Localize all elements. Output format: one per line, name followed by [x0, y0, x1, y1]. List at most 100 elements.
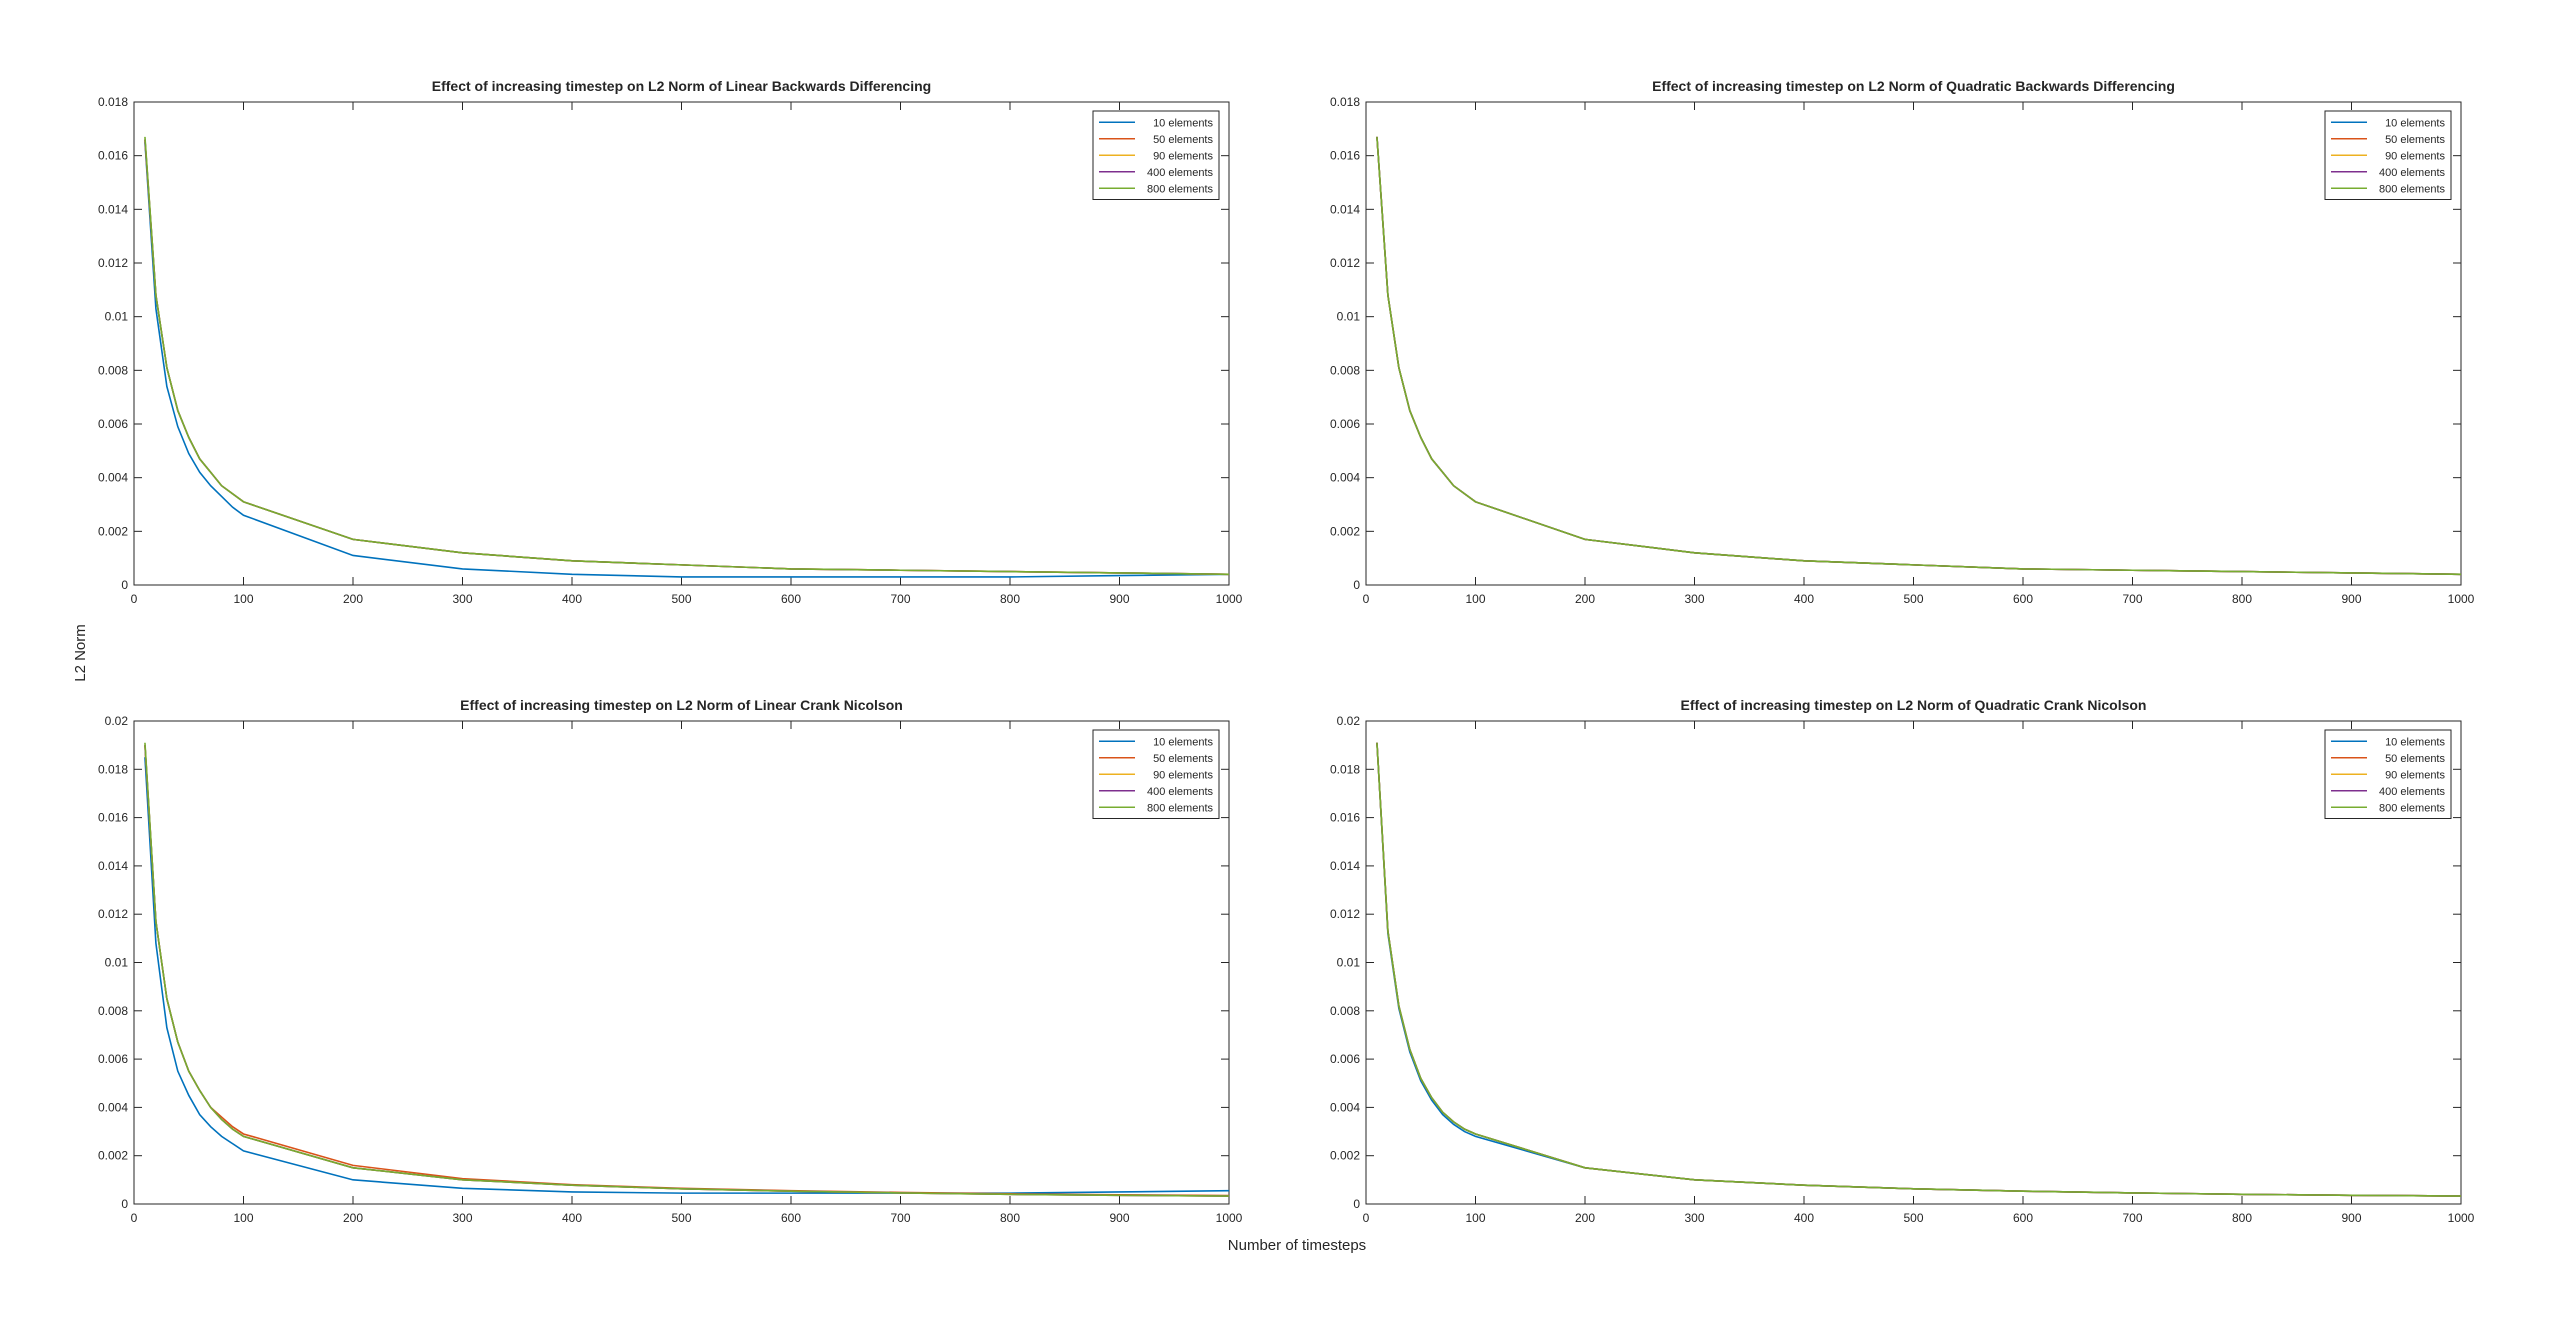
x-tick-label: 200 [1575, 592, 1595, 606]
y-tick-label: 0.002 [98, 524, 128, 538]
series-line-90-elements [144, 139, 1230, 576]
x-tick-label: 900 [1109, 1211, 1129, 1225]
series-line-10-elements [144, 142, 1230, 578]
x-tick-label: 800 [2232, 592, 2252, 606]
legend-entry: 90 elements [2385, 150, 2445, 162]
x-tick-label: 700 [890, 592, 910, 606]
legend-entry: 50 elements [2385, 753, 2445, 765]
y-tick-label: 0.014 [98, 859, 128, 873]
x-tick-label: 500 [1903, 592, 1923, 606]
x-tick-label: 700 [890, 1211, 910, 1225]
legend-entry: 90 elements [2385, 769, 2445, 781]
x-tick-label: 500 [671, 592, 691, 606]
series-line-50-elements [144, 139, 1230, 576]
y-tick-label: 0.006 [1330, 417, 1360, 431]
x-tick-label: 800 [1000, 592, 1020, 606]
y-tick-label: 0.008 [1330, 1004, 1360, 1018]
y-tick-label: 0.004 [1330, 1100, 1360, 1114]
series-line-400-elements [1376, 136, 2462, 576]
y-tick-label: 0.002 [1330, 524, 1360, 538]
x-tick-label: 400 [562, 1211, 582, 1225]
chart-linear-crank-nicolson: Effect of increasing timestep on L2 Norm… [98, 697, 1243, 1225]
y-tick-label: 0 [1353, 578, 1360, 592]
shared-x-axis-label: Number of timesteps [1228, 1237, 1366, 1254]
legend-entry: 50 elements [2385, 134, 2445, 146]
y-tick-label: 0.014 [98, 202, 128, 216]
x-tick-label: 300 [1684, 592, 1704, 606]
y-tick-label: 0.014 [1330, 859, 1360, 873]
x-tick-label: 400 [562, 592, 582, 606]
y-tick-label: 0.008 [98, 363, 128, 377]
x-tick-label: 600 [2013, 592, 2033, 606]
legend-entry: 10 elements [1153, 117, 1213, 129]
series-line-50-elements [144, 745, 1230, 1197]
y-tick-label: 0.008 [98, 1004, 128, 1018]
x-tick-label: 300 [452, 1211, 472, 1225]
legend-entry: 800 elements [2379, 183, 2446, 195]
shared-y-axis-label: L2 Norm [72, 624, 89, 682]
x-tick-label: 400 [1794, 1211, 1814, 1225]
x-tick-label: 1000 [2448, 592, 2475, 606]
y-tick-label: 0.006 [98, 1052, 128, 1066]
x-tick-label: 700 [2122, 1211, 2142, 1225]
legend: 10 elements 50 elements 90 elements 400 ele… [1092, 110, 1220, 200]
legend-entry: 400 elements [1147, 167, 1214, 179]
x-tick-label: 900 [1109, 592, 1129, 606]
legend-entry: 90 elements [1153, 769, 1213, 781]
plot-box [133, 720, 1230, 1205]
y-tick-label: 0.01 [1337, 310, 1361, 324]
legend: 10 elements 50 elements 90 elements 400 ele… [2324, 110, 2452, 200]
y-tick-label: 0.006 [1330, 1052, 1360, 1066]
legend-entry: 10 elements [1153, 736, 1213, 748]
y-tick-label: 0.006 [98, 417, 128, 431]
y-tick-label: 0.02 [1337, 714, 1361, 728]
y-tick-label: 0.018 [98, 762, 128, 776]
legend-entry: 50 elements [1153, 753, 1213, 765]
series-line-90-elements [1376, 742, 2462, 1197]
legend-entry: 90 elements [1153, 150, 1213, 162]
y-tick-label: 0.014 [1330, 202, 1360, 216]
series-line-800-elements [144, 742, 1230, 1197]
legend-entry: 800 elements [2379, 802, 2446, 814]
y-tick-label: 0 [121, 578, 128, 592]
series-line-50-elements [1376, 742, 2462, 1197]
y-tick-label: 0.004 [98, 471, 128, 485]
x-tick-label: 400 [1794, 592, 1814, 606]
legend: 10 elements 50 elements 90 elements 400 ele… [1092, 729, 1220, 819]
x-tick-label: 600 [2013, 1211, 2033, 1225]
chart-quadratic-backwards-differencing: Effect of increasing timestep on L2 Norm… [1330, 78, 2475, 606]
legend-entry: 400 elements [1147, 786, 1214, 798]
y-tick-label: 0.012 [1330, 256, 1360, 270]
x-tick-label: 900 [2341, 592, 2361, 606]
series-line-400-elements [144, 139, 1230, 576]
x-tick-label: 1000 [2448, 1211, 2475, 1225]
y-tick-label: 0.016 [98, 811, 128, 825]
x-tick-label: 500 [671, 1211, 691, 1225]
y-tick-label: 0.018 [1330, 762, 1360, 776]
x-tick-label: 200 [343, 1211, 363, 1225]
y-tick-label: 0.012 [98, 907, 128, 921]
series-line-90-elements [144, 745, 1230, 1197]
x-tick-label: 600 [781, 592, 801, 606]
chart-title: Effect of increasing timestep on L2 Norm… [1681, 697, 2147, 713]
x-tick-label: 300 [452, 592, 472, 606]
x-tick-label: 800 [1000, 1211, 1020, 1225]
y-tick-label: 0.002 [98, 1149, 128, 1163]
y-tick-label: 0.018 [98, 95, 128, 109]
x-tick-label: 700 [2122, 592, 2142, 606]
series-line-800-elements [1376, 136, 2462, 576]
chart-linear-backwards-differencing: Effect of increasing timestep on L2 Norm… [98, 78, 1243, 606]
x-tick-label: 1000 [1216, 592, 1243, 606]
y-tick-label: 0.02 [105, 714, 129, 728]
plot-box [133, 101, 1230, 586]
series-line-10-elements [1376, 742, 2462, 1197]
x-tick-label: 100 [233, 592, 253, 606]
x-tick-label: 0 [1363, 592, 1370, 606]
x-tick-label: 800 [2232, 1211, 2252, 1225]
y-tick-label: 0.01 [1337, 956, 1361, 970]
series-line-90-elements [1376, 136, 2462, 576]
legend-entry: 400 elements [2379, 786, 2446, 798]
legend: 10 elements 50 elements 90 elements 400 ele… [2324, 729, 2452, 819]
legend-entry: 50 elements [1153, 134, 1213, 146]
